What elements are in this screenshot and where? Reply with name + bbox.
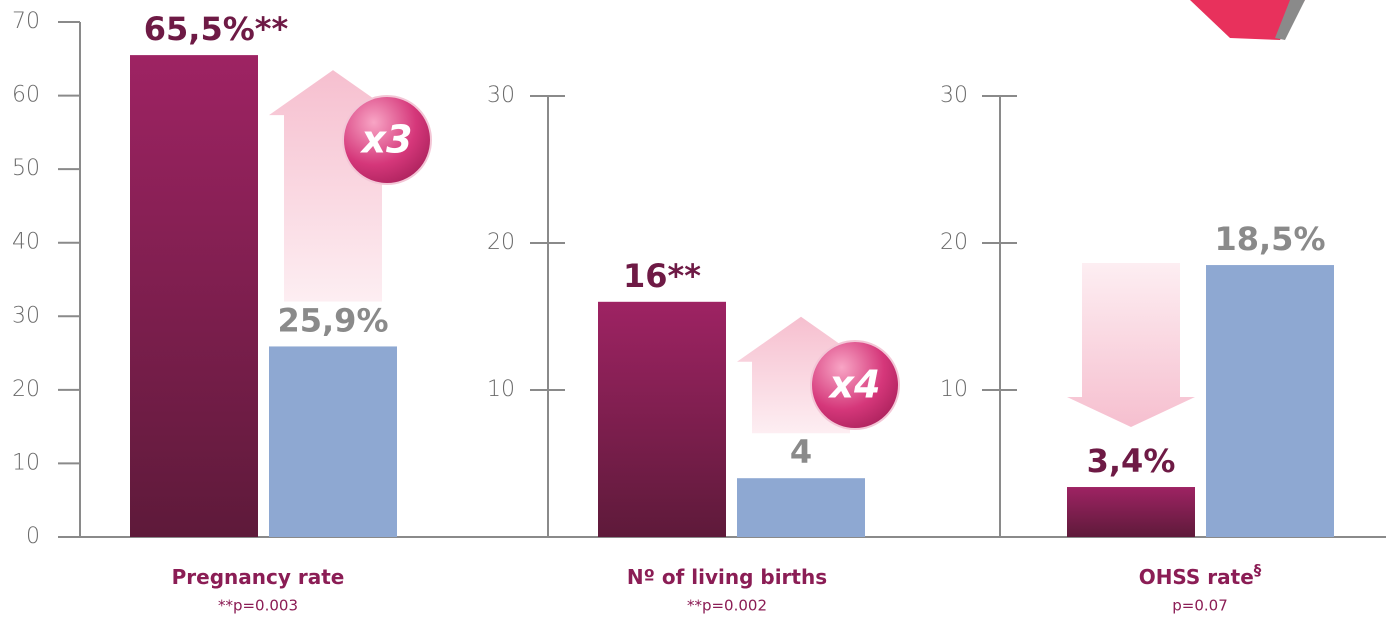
bar	[598, 302, 726, 537]
value-label: 16**	[623, 257, 701, 295]
y-tick-label: 50	[12, 156, 40, 181]
annotation: x3	[360, 118, 413, 162]
y-tick-label: 60	[12, 83, 40, 108]
x-axis-label: Pregnancy rate	[172, 565, 345, 589]
y-tick-label: 30	[487, 83, 515, 108]
bar	[1067, 487, 1195, 537]
bar	[737, 478, 865, 537]
bar	[269, 346, 397, 537]
y-tick-label: 70	[12, 9, 40, 34]
y-tick-label: 20	[12, 377, 40, 402]
y-tick-label: 10	[12, 450, 40, 475]
y-tick-label: 20	[487, 230, 515, 255]
y-tick-label: 30	[940, 83, 968, 108]
y-tick-label: 40	[12, 230, 40, 255]
x-axis-label-sup: §	[1254, 561, 1262, 579]
note: **p=0.003	[218, 597, 298, 615]
x-axis-label: Nº of living births	[627, 565, 827, 589]
x-axis-label: OHSS rate§	[1139, 561, 1262, 589]
y-tick-label: 0	[26, 524, 40, 549]
chart: 0 10 20 30 40 50 60 70 x3 65,5%** 25,9% Pregnancy r…	[0, 0, 1386, 617]
y-tick-label: 30	[12, 303, 40, 328]
arrow	[1067, 263, 1195, 427]
value-label: 65,5%**	[144, 10, 289, 48]
x-axis-label-text: Nº of living births	[627, 565, 827, 589]
value-label: 25,9%	[277, 301, 388, 339]
value-label: 4	[790, 433, 812, 471]
bar	[1206, 265, 1334, 537]
x-axis-label-text: Pregnancy rate	[172, 565, 345, 589]
annotation: x4	[828, 363, 881, 407]
note: **p=0.002	[687, 597, 767, 615]
bar	[130, 55, 258, 537]
y-tick-label: 10	[940, 377, 968, 402]
y-tick-label: 10	[487, 377, 515, 402]
value-label: 18,5%	[1214, 220, 1325, 258]
note: p=0.07	[1172, 597, 1228, 615]
value-label: 3,4%	[1087, 442, 1176, 480]
y-tick-label: 20	[940, 230, 968, 255]
x-axis-label-text: OHSS rate	[1139, 565, 1254, 589]
